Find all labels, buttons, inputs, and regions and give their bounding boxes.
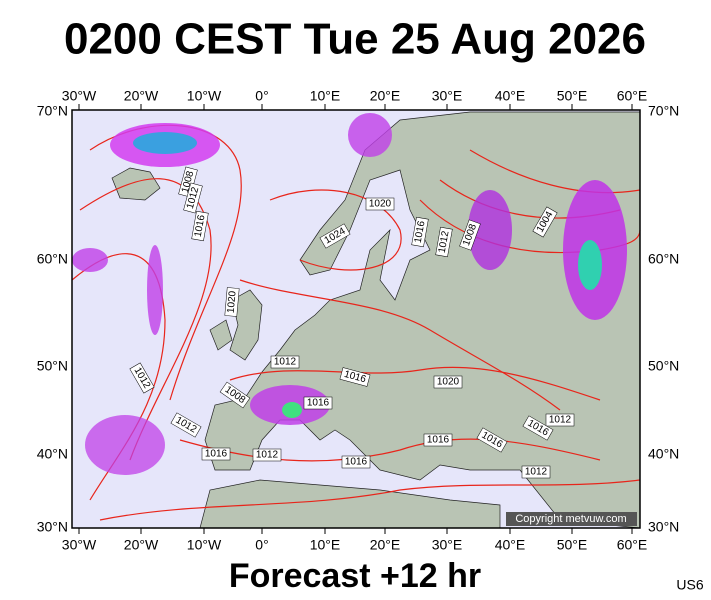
isobar-label: 1012 — [435, 226, 453, 258]
lon-label: 40°E — [495, 537, 526, 553]
lon-label: 50°E — [557, 88, 588, 104]
lon-label: 40°E — [495, 88, 526, 104]
isobar-label: 1012 — [183, 182, 203, 214]
isobar-label: 1016 — [423, 433, 453, 447]
isobar-label-text: 1016 — [413, 220, 428, 244]
lon-label: 10°E — [310, 88, 341, 104]
isobar-label-text: 1016 — [205, 449, 228, 460]
isobar-label-text: 1012 — [525, 467, 548, 478]
isobar-label-box — [365, 197, 395, 211]
isobar-label: 1012 — [521, 465, 551, 479]
isobar-label-text: 1016 — [345, 457, 368, 468]
isobar-label: 1012 — [545, 413, 575, 427]
lon-label: 30°E — [432, 537, 463, 553]
lon-label: 30°E — [432, 88, 463, 104]
isobar-label-box — [341, 455, 371, 469]
isobar-label-box — [433, 375, 463, 389]
isobar-label-box — [201, 447, 231, 461]
isobar-label-text: 1012 — [256, 450, 279, 461]
lat-label: 60°N — [648, 251, 679, 267]
isobar-label-box — [476, 427, 508, 453]
isobar-label-text: 1020 — [437, 377, 460, 388]
isobar-label-box — [170, 412, 202, 438]
isobar-label-box — [521, 465, 551, 479]
lon-label: 0° — [255, 88, 268, 104]
lon-label: 30°W — [62, 537, 97, 553]
isobar-label-box — [129, 362, 155, 394]
isobar-label: 1016 — [303, 396, 333, 410]
lat-label: 30°N — [37, 519, 68, 535]
lat-label: 60°N — [37, 251, 68, 267]
isobar-label-text: 1020 — [369, 199, 392, 210]
lat-label: 70°N — [648, 103, 679, 119]
lat-label: 30°N — [648, 519, 679, 535]
isobar-label: 1016 — [411, 216, 429, 248]
isobar-label: 1016 — [341, 455, 371, 469]
isobar-label-text: 1020 — [226, 290, 239, 314]
isobar-label: 1016 — [191, 210, 209, 242]
isobar-label-box — [319, 223, 351, 249]
lat-label: 40°N — [37, 446, 68, 462]
isobar-label-text: 1016 — [427, 435, 450, 446]
isobar-label-box — [219, 381, 251, 409]
isobar-label-box — [224, 287, 240, 317]
lat-label: 40°N — [648, 446, 679, 462]
precipitation — [72, 113, 627, 475]
isobar-label-box — [545, 413, 575, 427]
frame — [71, 109, 641, 529]
isobar-label-box — [191, 210, 209, 242]
isobar-label-box — [183, 182, 203, 214]
isobar-label: 1016 — [201, 447, 231, 461]
isobar-label: 1020 — [433, 375, 463, 389]
lon-label: 10°W — [187, 88, 222, 104]
copyright-box — [506, 512, 637, 526]
isobar-label: 1012 — [252, 448, 282, 462]
lon-label: 60°E — [617, 537, 648, 553]
lon-label: 10°W — [187, 537, 222, 553]
station-code: US6 — [676, 577, 703, 593]
isobar-label-text: 1012 — [549, 415, 572, 426]
isobar-label-box — [339, 367, 371, 387]
lon-label: 20°E — [370, 88, 401, 104]
lon-label: 20°W — [124, 537, 159, 553]
isobar-label: 1012 — [270, 355, 300, 369]
isobar-label-box — [435, 226, 453, 258]
isobar-label-box — [423, 433, 453, 447]
isobar-label-box — [411, 216, 429, 248]
lon-label: 50°E — [557, 537, 588, 553]
lat-label: 70°N — [37, 103, 68, 119]
isobar-label-box — [532, 206, 558, 238]
lat-label: 50°N — [37, 358, 68, 374]
isobar-label-text: 1016 — [307, 398, 330, 409]
lat-label: 50°N — [648, 358, 679, 374]
isobar-label-text: 1012 — [274, 357, 297, 368]
isobar-label-box — [252, 448, 282, 462]
isobar-label: 1020 — [224, 287, 240, 317]
lon-label: 20°W — [124, 88, 159, 104]
isobar-label: 1016 — [339, 367, 371, 387]
isobar-label-text: 1012 — [437, 230, 452, 254]
lon-label: 30°W — [62, 88, 97, 104]
lon-label: 10°E — [310, 537, 341, 553]
title: 0200 CEST Tue 25 Aug 2026 — [64, 15, 646, 64]
lon-label: 20°E — [370, 537, 401, 553]
lon-label: 60°E — [617, 88, 648, 104]
forecast-label: Forecast +12 hr — [229, 557, 481, 595]
isobar-label-box — [459, 219, 481, 251]
isobar-label: 1020 — [365, 197, 395, 211]
isobar-label-box — [303, 396, 333, 410]
lon-label: 0° — [255, 537, 268, 553]
isobar-label-box — [270, 355, 300, 369]
copyright: Copyright metvuw.com — [515, 513, 626, 525]
isobar-label-box — [522, 415, 554, 441]
isobar-label-text: 1016 — [193, 214, 208, 238]
